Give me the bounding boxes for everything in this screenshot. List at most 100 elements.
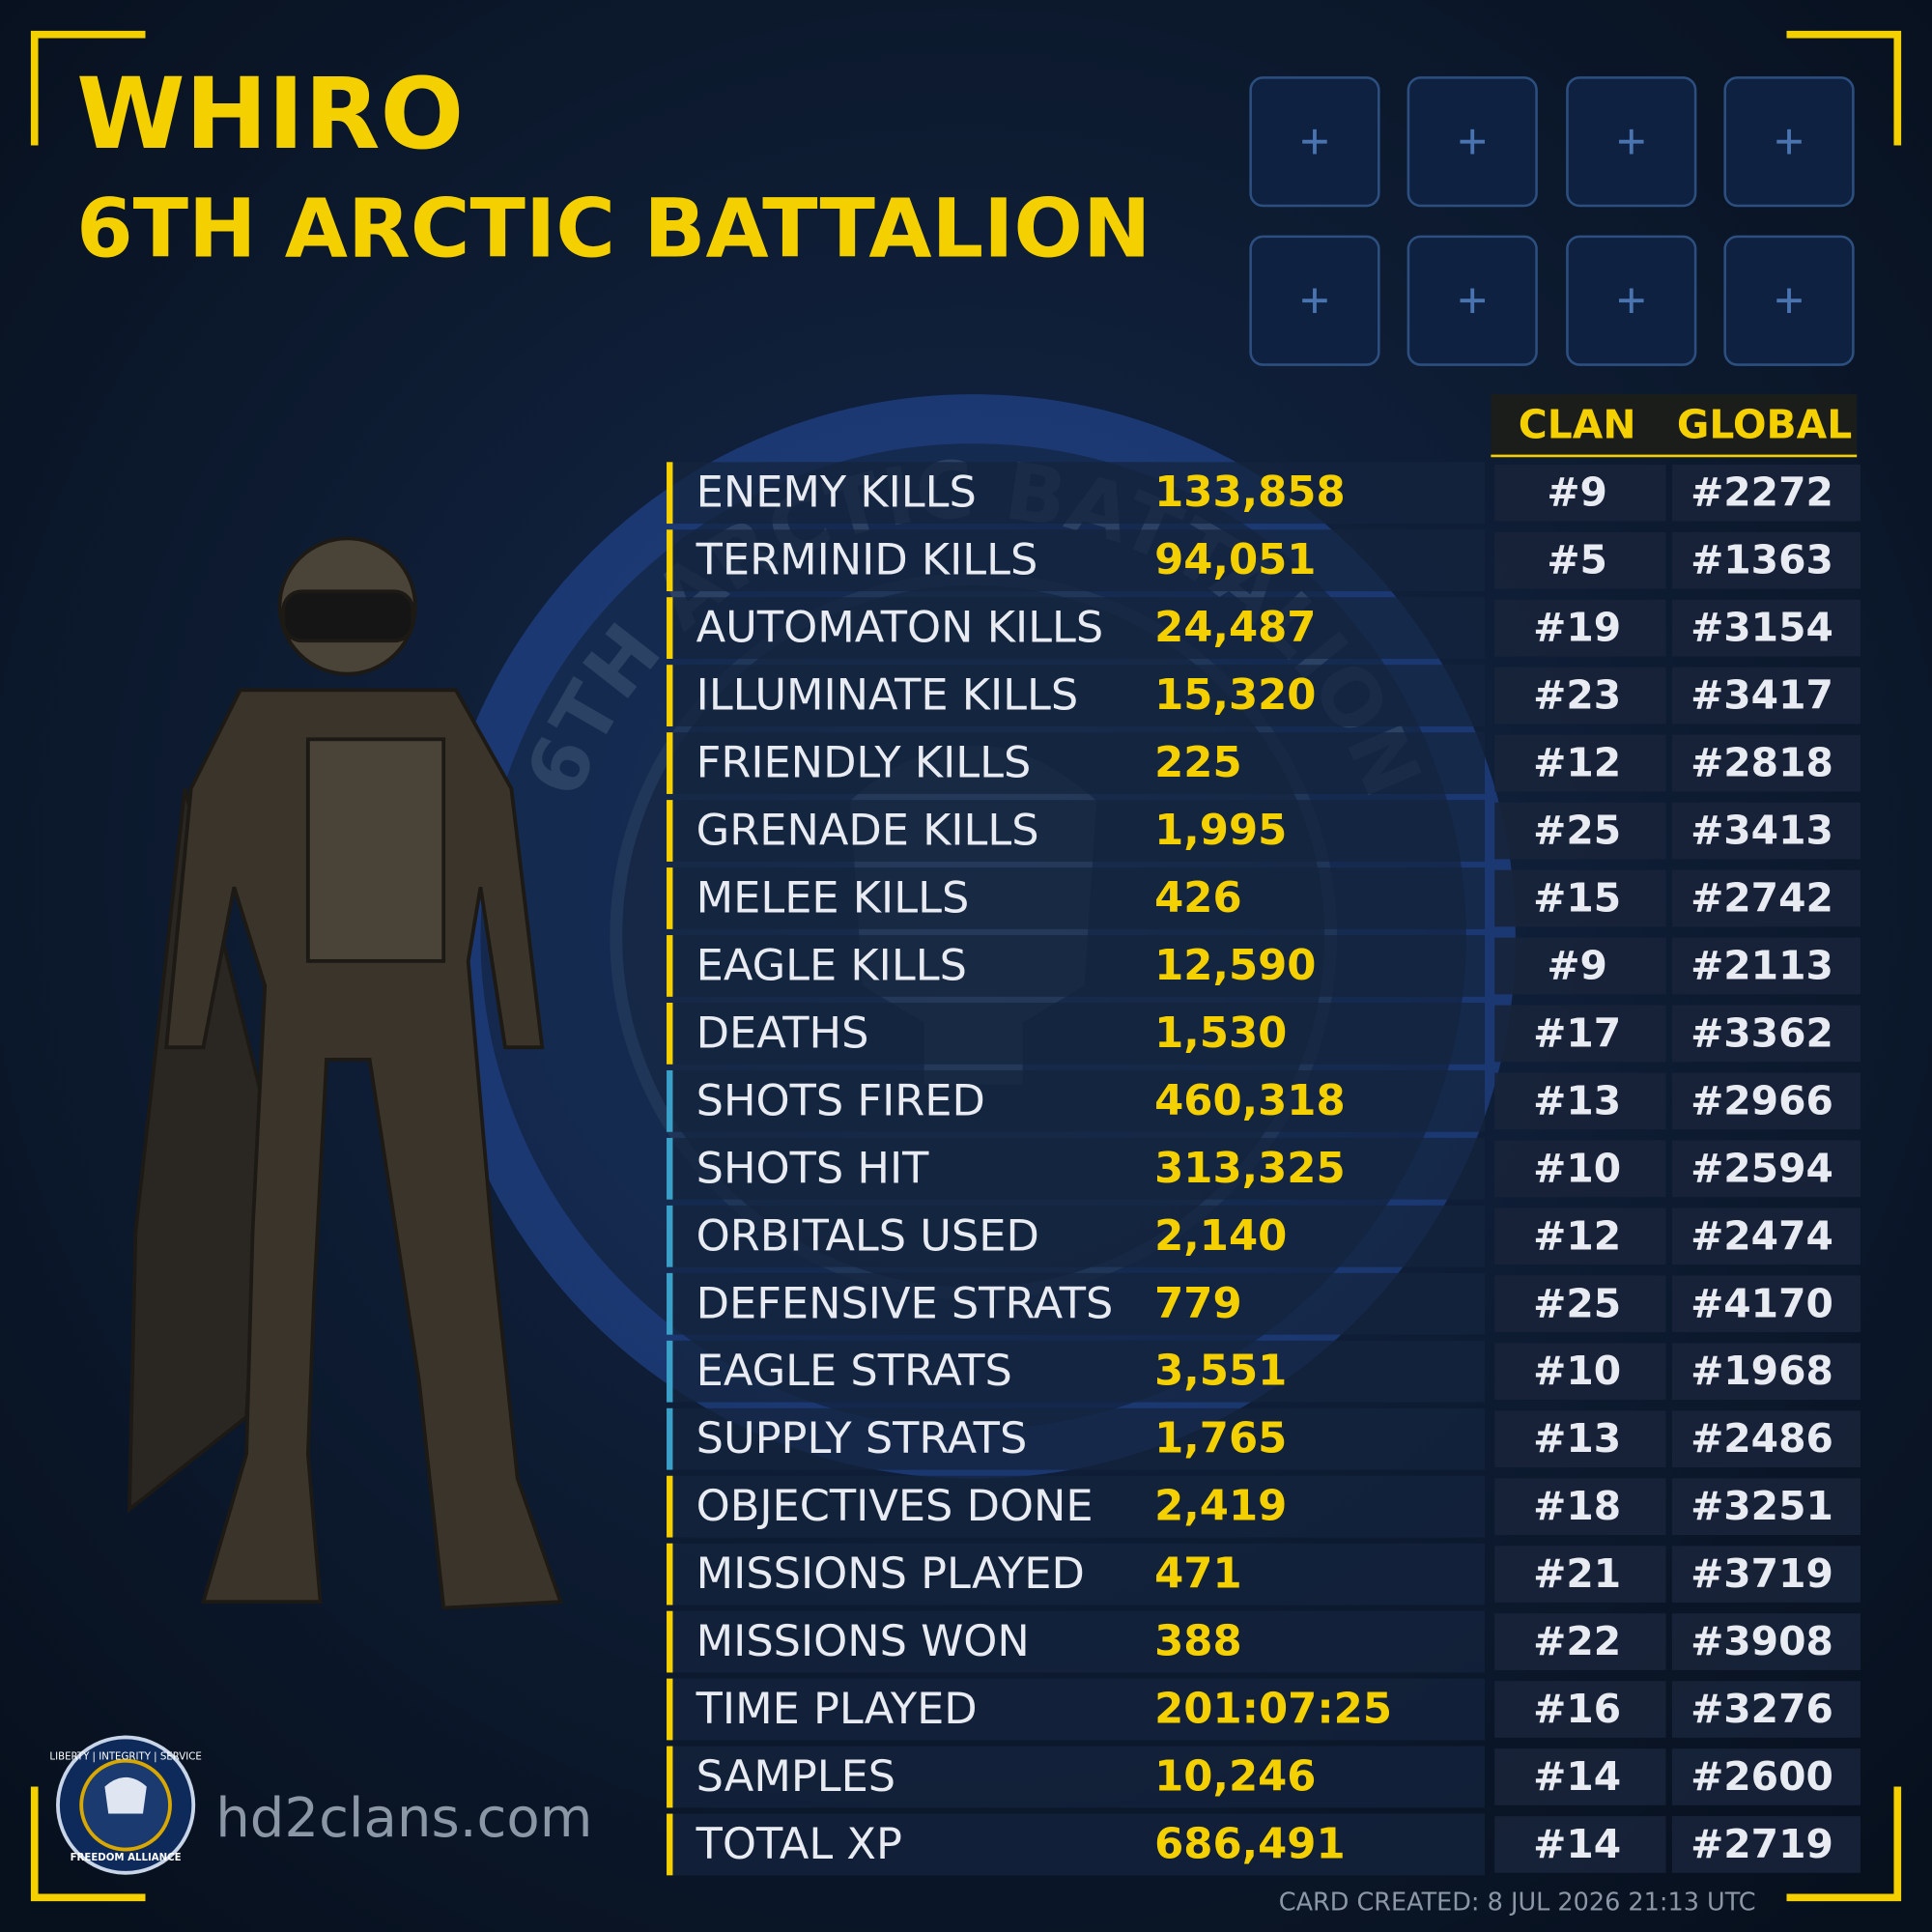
global-rank: #4170 xyxy=(1690,1280,1833,1326)
row-bg xyxy=(671,1340,1485,1403)
stat-value: 10,246 xyxy=(1154,1753,1316,1802)
clan-rank: #23 xyxy=(1533,672,1621,719)
row-accent xyxy=(667,1340,673,1403)
row-bg xyxy=(671,1407,1485,1470)
global-cell xyxy=(1671,599,1861,657)
clan-rank: #14 xyxy=(1533,1821,1621,1867)
row-accent xyxy=(667,1813,673,1876)
row-accent xyxy=(667,935,673,997)
row-bg xyxy=(671,529,1485,592)
global-cell xyxy=(1671,1343,1861,1401)
stat-value: 1,765 xyxy=(1154,1415,1287,1463)
clan-rank: #12 xyxy=(1533,740,1621,786)
clan-name: 6TH ARCTIC BATTALION xyxy=(76,181,1151,275)
site: hd2clans.com xyxy=(215,1787,592,1850)
row-accent xyxy=(667,1205,673,1267)
global-cell xyxy=(1671,1208,1861,1265)
stat-label: SUPPLY STRATS xyxy=(696,1413,1028,1463)
row-accent xyxy=(667,800,673,862)
global-cell xyxy=(1671,1546,1861,1603)
stat-rows: ENEMY KILLS 133,858 #9 #2272 TERMINID KILLS 9… xyxy=(667,462,1861,1876)
clan-cell xyxy=(1494,1005,1666,1063)
stat-value: 3,551 xyxy=(1154,1348,1287,1396)
global-rank: #3413 xyxy=(1690,808,1833,854)
global-cell xyxy=(1671,802,1861,860)
plus-icon xyxy=(1302,288,1327,313)
stat-label: SAMPLES xyxy=(696,1751,895,1802)
row-bg xyxy=(671,1205,1485,1267)
global-cell xyxy=(1671,1478,1861,1535)
plus-icon xyxy=(1619,128,1644,155)
row-bg xyxy=(671,1475,1485,1538)
clan-rank: #13 xyxy=(1533,1077,1621,1123)
stat-label: ORBITALS USED xyxy=(696,1210,1039,1261)
corner-brackets xyxy=(30,30,1902,1902)
global-cell xyxy=(1671,1816,1861,1873)
clan-cell xyxy=(1494,599,1666,657)
stat-label: DEFENSIVE STRATS xyxy=(696,1278,1114,1328)
clan-cell xyxy=(1494,1546,1666,1603)
stat-label: TIME PLAYED xyxy=(696,1684,978,1734)
global-cell xyxy=(1671,464,1861,522)
stat-value: 94,051 xyxy=(1154,536,1316,584)
stat-value: 133,858 xyxy=(1154,469,1346,517)
clan-cell xyxy=(1494,802,1666,860)
stat-label: MELEE KILLS xyxy=(696,873,970,923)
stat-label: SHOTS FIRED xyxy=(696,1075,985,1125)
player-name: WHIRO xyxy=(76,57,464,172)
row-bg xyxy=(671,1003,1485,1065)
global-rank: #2818 xyxy=(1690,740,1833,786)
global-rank: #3417 xyxy=(1690,672,1833,719)
global-rank: #1363 xyxy=(1690,537,1833,583)
global-rank: #2486 xyxy=(1690,1415,1833,1462)
global-rank: #3154 xyxy=(1690,605,1833,651)
plus-icon xyxy=(1776,128,1802,155)
global-cell xyxy=(1671,1681,1861,1738)
stat-label: GRENADE KILLS xyxy=(696,806,1039,856)
row-bg xyxy=(671,1069,1485,1132)
clan-cell xyxy=(1494,1613,1666,1670)
stat-label: TOTAL XP xyxy=(696,1819,902,1869)
stat-label: OBJECTIVES DONE xyxy=(696,1481,1094,1531)
clan-cell xyxy=(1494,1072,1666,1130)
clan-rank: #9 xyxy=(1547,469,1607,516)
stat-label: TERMINID KILLS xyxy=(696,535,1038,585)
clan-rank: #10 xyxy=(1533,1348,1621,1394)
stat-label: FRIENDLY KILLS xyxy=(696,738,1032,788)
clan-cell xyxy=(1494,1748,1666,1805)
clan-cell xyxy=(1494,734,1666,792)
stat-value: 1,995 xyxy=(1154,807,1287,855)
row-accent xyxy=(667,1407,673,1470)
created-date: CARD CREATED: 8 JUL 2026 21:13 UTC xyxy=(1279,1889,1756,1918)
clan-rank: #16 xyxy=(1533,1686,1621,1732)
global-cell xyxy=(1671,1748,1861,1805)
global-cell xyxy=(1671,667,1861,724)
clan-rank: #9 xyxy=(1547,942,1607,988)
plus-icon xyxy=(1460,128,1485,155)
global-cell xyxy=(1671,1613,1861,1670)
clan-rank: #15 xyxy=(1533,875,1621,922)
global-cell xyxy=(1671,1140,1861,1198)
clan-rank: #18 xyxy=(1533,1483,1621,1529)
global-cell xyxy=(1671,1275,1861,1333)
soldier xyxy=(127,536,564,1610)
clan-cell xyxy=(1494,1681,1666,1738)
global-rank: #3276 xyxy=(1690,1686,1833,1732)
global-cell xyxy=(1671,869,1861,927)
clan-rank: #12 xyxy=(1533,1212,1621,1259)
clan-cell xyxy=(1494,1816,1666,1873)
global-rank: #2742 xyxy=(1690,875,1833,922)
global-cell xyxy=(1671,937,1861,995)
stat-value: 12,590 xyxy=(1154,942,1316,990)
stat-label: MISSIONS PLAYED xyxy=(696,1548,1085,1599)
stat-value: 15,320 xyxy=(1154,671,1316,720)
clan-cell xyxy=(1494,531,1666,589)
plus-icon xyxy=(1776,288,1802,313)
row-bg xyxy=(671,462,1485,525)
stat-label: AUTOMATON KILLS xyxy=(696,603,1104,653)
row-bg xyxy=(671,1137,1485,1200)
stat-value: 779 xyxy=(1154,1280,1242,1328)
clan-cell xyxy=(1494,1478,1666,1535)
row-accent xyxy=(667,1003,673,1065)
row-bg xyxy=(671,597,1485,660)
